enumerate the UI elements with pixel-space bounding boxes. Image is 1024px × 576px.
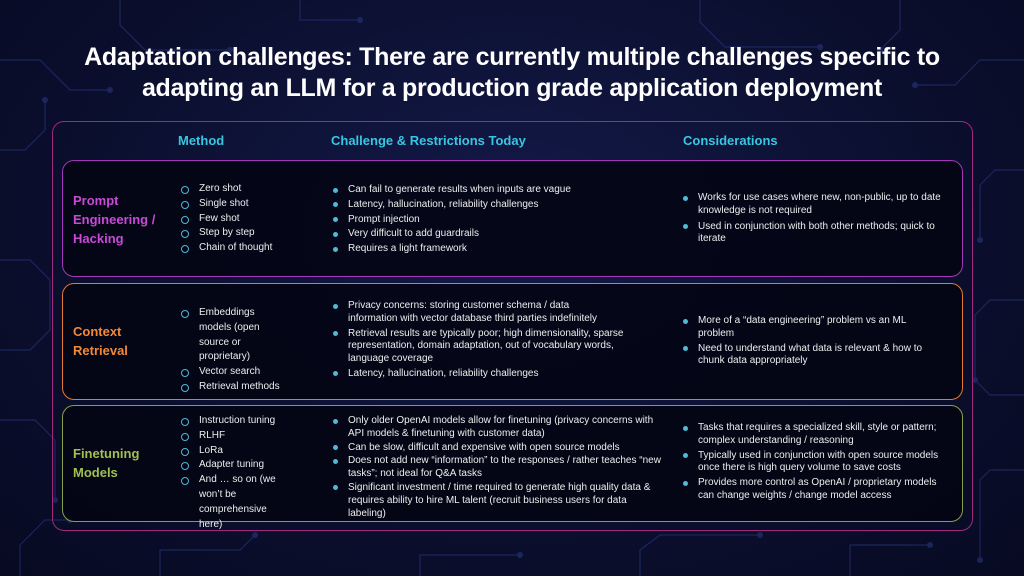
column-header-method: Method xyxy=(178,133,225,148)
slide-title: Adaptation challenges: There are current… xyxy=(40,42,984,104)
table-frame xyxy=(52,121,973,531)
row-label-line: Finetuning xyxy=(73,446,140,461)
method-item: Single shot xyxy=(179,197,309,212)
method-item: Embeddings models (open source or propri… xyxy=(179,306,287,365)
row-label-prompt-engineering: Prompt Engineering / Hacking xyxy=(73,191,163,248)
consideration-item: More of a “data engineering” problem vs … xyxy=(681,315,931,341)
challenge-item: Very difficult to add guardrails xyxy=(331,228,661,241)
row-label-finetuning: Finetuning Models xyxy=(73,444,163,482)
challenge-item: Can fail to generate results when inputs… xyxy=(331,184,661,197)
considerations-list: Works for use cases where new, non-publi… xyxy=(681,192,943,246)
consideration-item: Need to understand what data is relevant… xyxy=(681,343,931,369)
column-header-challenge: Challenge & Restrictions Today xyxy=(331,133,526,148)
consideration-item: Typically used in conjunction with open … xyxy=(681,450,943,476)
challenge-item: Prompt injection xyxy=(331,214,661,227)
row-finetuning-models: Finetuning Models Instruction tuning RLH… xyxy=(62,405,963,530)
row-label-line: Prompt xyxy=(73,193,119,208)
challenge-item: Latency, hallucination, reliability chal… xyxy=(331,368,661,381)
slide-title-line-1: Adaptation challenges: There are current… xyxy=(84,43,940,71)
considerations-list: More of a “data engineering” problem vs … xyxy=(681,315,943,368)
consideration-item: Tasks that requires a specialized skill,… xyxy=(681,422,943,448)
row-prompt-engineering: Prompt Engineering / Hacking Zero shot S… xyxy=(62,160,963,277)
slide-title-line-2: adapting an LLM for a production grade a… xyxy=(141,74,883,102)
method-item: Zero shot xyxy=(179,182,309,197)
row-label-context-retrieval: Context Retrieval xyxy=(73,322,163,360)
method-list: Embeddings models (open source or propri… xyxy=(179,306,309,395)
row-label-line: Hacking xyxy=(73,231,124,246)
method-item: Few shot xyxy=(179,212,309,227)
column-header-considerations: Considerations xyxy=(683,133,778,148)
row-context-retrieval: Context Retrieval Embeddings models (ope… xyxy=(62,283,963,400)
consideration-item: Provides more control as OpenAI / propri… xyxy=(681,477,943,503)
consideration-item: Used in conjunction with both other meth… xyxy=(681,221,943,247)
consideration-item: Works for use cases where new, non-publi… xyxy=(681,192,943,218)
method-item: Chain of thought xyxy=(179,241,309,256)
challenge-item: Requires a light framework xyxy=(331,243,661,256)
method-item: RLHF xyxy=(179,429,309,444)
challenge-list: Only older OpenAI models allow for finet… xyxy=(331,415,661,520)
challenge-item: Latency, hallucination, reliability chal… xyxy=(331,199,661,212)
row-label-line: Context xyxy=(73,324,122,339)
method-list: Instruction tuning RLHF LoRa Adapter tun… xyxy=(179,414,309,532)
method-item: LoRa xyxy=(179,444,309,459)
method-item: Instruction tuning xyxy=(179,414,309,429)
method-item: Step by step xyxy=(179,226,309,241)
challenge-item: Does not add new “information” to the re… xyxy=(331,455,661,481)
challenge-list: Privacy concerns: storing customer schem… xyxy=(331,300,661,381)
challenge-item: Privacy concerns: storing customer schem… xyxy=(331,300,621,326)
challenge-list: Can fail to generate results when inputs… xyxy=(331,184,661,256)
challenge-item: Only older OpenAI models allow for finet… xyxy=(331,415,661,441)
challenge-item: Retrieval results are typically poor; hi… xyxy=(331,328,631,366)
considerations-list: Tasks that requires a specialized skill,… xyxy=(681,422,943,503)
method-item: Adapter tuning xyxy=(179,458,309,473)
row-label-line: Models xyxy=(73,465,118,480)
challenge-item: Can be slow, difficult and expensive wit… xyxy=(331,442,661,455)
method-item: Vector search xyxy=(179,365,309,380)
row-label-line: Engineering / xyxy=(73,212,156,227)
method-list: Zero shot Single shot Few shot Step by s… xyxy=(179,182,309,256)
challenge-item: Significant investment / time required t… xyxy=(331,482,661,520)
method-item: And … so on (we won’t be comprehensive h… xyxy=(179,473,289,532)
row-label-line: Retrieval xyxy=(73,343,128,358)
method-item: Retrieval methods xyxy=(179,380,309,395)
